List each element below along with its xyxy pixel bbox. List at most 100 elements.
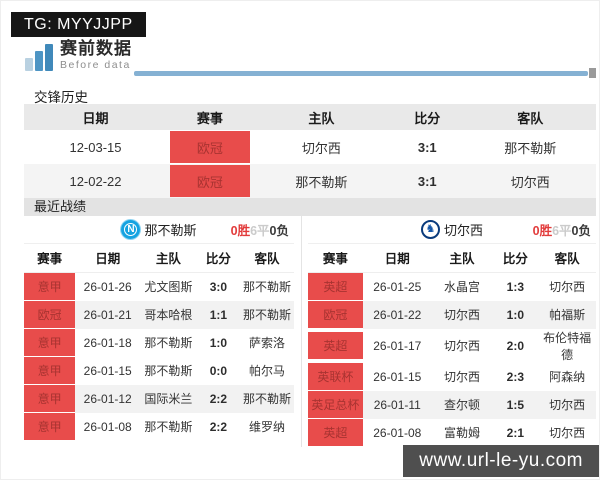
match-score: 2:2 bbox=[209, 419, 228, 434]
match-date: 26-01-15 bbox=[83, 363, 132, 378]
competition-badge: 欧冠 bbox=[169, 165, 250, 197]
competition-badge: 意甲 bbox=[24, 328, 76, 357]
competition-badge: 意甲 bbox=[24, 272, 76, 301]
competition-cell: 欧冠 bbox=[167, 130, 253, 164]
competition-badge: 英足总杯 bbox=[308, 390, 363, 419]
h2h-table: 日期 赛事 主队 比分 客队 12-03-15 欧冠 切尔西 3:1 那不勒斯 … bbox=[24, 104, 596, 198]
competition-cell: 意甲 bbox=[24, 356, 76, 385]
match-score: 1:0 bbox=[209, 335, 228, 350]
team-name: 切尔西 bbox=[443, 223, 483, 238]
competition-cell: 欧冠 bbox=[167, 164, 253, 198]
away-team: 帕尔马 bbox=[248, 364, 285, 378]
match-score: 1:5 bbox=[506, 397, 524, 412]
away-team: 那不勒斯 bbox=[242, 280, 291, 294]
competition-cell: 意甲 bbox=[24, 272, 76, 301]
home-team: 那不勒斯 bbox=[295, 174, 348, 190]
result-row: 欧冠 26-01-21 哥本哈根 1:1 那不勒斯 bbox=[24, 300, 294, 329]
recent-results-area: N 那不勒斯 0胜6平0负 赛事 日期 主队 比分 客队 bbox=[24, 216, 596, 447]
competition-cell: 英超 bbox=[308, 418, 363, 447]
match-date: 26-01-21 bbox=[83, 307, 132, 322]
rule-end-cap bbox=[589, 68, 596, 78]
competition-badge: 意甲 bbox=[24, 412, 76, 441]
competition-badge: 英超 bbox=[308, 331, 363, 360]
match-date: 26-01-15 bbox=[373, 369, 422, 384]
match-date: 26-01-11 bbox=[373, 397, 421, 412]
chelsea-panel: ♞ 切尔西 0胜6平0负 赛事 日期 主队 比分 客队 bbox=[308, 216, 596, 447]
competition-cell: 意甲 bbox=[24, 328, 76, 357]
chelsea-team-header: ♞ 切尔西 0胜6平0负 bbox=[308, 216, 596, 244]
result-row: 欧冠 26-01-22 切尔西 1:0 帕福斯 bbox=[308, 300, 596, 329]
panel-divider bbox=[294, 216, 308, 447]
col-header-score: 比分 bbox=[414, 110, 441, 126]
competition-badge: 欧冠 bbox=[308, 300, 363, 329]
competition-badge: 欧冠 bbox=[24, 300, 76, 329]
competition-cell: 意甲 bbox=[24, 412, 76, 441]
h2h-section-title: 交锋历史 bbox=[34, 90, 88, 105]
col-header-home: 主队 bbox=[431, 244, 493, 273]
competition-cell: 欧冠 bbox=[24, 300, 76, 329]
col-header-away: 客队 bbox=[538, 244, 596, 273]
match-date: 26-01-26 bbox=[83, 279, 132, 294]
match-score: 2:3 bbox=[506, 369, 524, 384]
away-team: 萨索洛 bbox=[248, 336, 285, 350]
team-name: 那不勒斯 bbox=[144, 223, 197, 238]
match-score: 2:2 bbox=[209, 391, 228, 406]
col-header-score: 比分 bbox=[492, 244, 539, 273]
results-header-row: 赛事 日期 主队 比分 客队 bbox=[308, 244, 596, 273]
record-losses: 0负 bbox=[269, 224, 289, 238]
match-date: 26-01-08 bbox=[83, 419, 132, 434]
col-header-away: 客队 bbox=[517, 110, 544, 126]
match-score: 2:1 bbox=[506, 425, 524, 440]
match-score: 1:0 bbox=[506, 307, 524, 322]
h2h-header-row: 日期 赛事 主队 比分 客队 bbox=[24, 104, 596, 130]
result-row: 意甲 26-01-18 那不勒斯 1:0 萨索洛 bbox=[24, 328, 294, 357]
record-losses: 0负 bbox=[571, 224, 591, 238]
competition-badge: 英联杯 bbox=[308, 362, 363, 391]
match-date: 26-01-25 bbox=[373, 279, 422, 294]
col-header-score: 比分 bbox=[196, 244, 240, 273]
record-wins: 0胜 bbox=[230, 224, 251, 238]
record-wins: 0胜 bbox=[532, 224, 553, 238]
competition-cell: 英联杯 bbox=[308, 362, 363, 391]
logo-title: 赛前数据 bbox=[60, 39, 132, 58]
napoli-team-header: N 那不勒斯 0胜6平0负 bbox=[24, 216, 294, 244]
col-header-away: 客队 bbox=[239, 244, 294, 273]
competition-badge: 意甲 bbox=[24, 384, 76, 413]
competition-cell: 英超 bbox=[308, 272, 363, 301]
col-header-home: 主队 bbox=[308, 110, 335, 126]
competition-badge: 英超 bbox=[308, 272, 363, 301]
match-score: 3:1 bbox=[417, 139, 437, 155]
home-team: 切尔西 bbox=[444, 308, 481, 322]
chelsea-results-table: 赛事 日期 主队 比分 客队 英超 26-01-25 水晶宫 1:3 切尔西 bbox=[308, 244, 596, 447]
home-team: 尤文图斯 bbox=[144, 280, 193, 294]
results-header-row: 赛事 日期 主队 比分 客队 bbox=[24, 244, 294, 273]
result-row: 英超 26-01-25 水晶宫 1:3 切尔西 bbox=[308, 272, 596, 301]
away-team: 切尔西 bbox=[549, 426, 586, 440]
competition-badge: 英超 bbox=[308, 418, 363, 447]
result-row: 意甲 26-01-26 尤文图斯 3:0 那不勒斯 bbox=[24, 272, 294, 301]
col-header-competition: 赛事 bbox=[196, 110, 223, 126]
match-score: 0:0 bbox=[209, 363, 228, 378]
match-score: 1:1 bbox=[209, 307, 228, 322]
napoli-crest-icon: N bbox=[121, 220, 141, 239]
team-record: 0胜6平0负 bbox=[533, 220, 591, 239]
match-date: 26-01-12 bbox=[83, 391, 132, 406]
napoli-results-table: 赛事 日期 主队 比分 客队 意甲 26-01-26 尤文图斯 3:0 那不勒斯 bbox=[24, 244, 294, 441]
h2h-row: 12-02-22 欧冠 那不勒斯 3:1 切尔西 bbox=[24, 164, 596, 198]
away-team: 那不勒斯 bbox=[242, 392, 291, 406]
competition-cell: 欧冠 bbox=[308, 300, 363, 329]
match-date: 26-01-17 bbox=[373, 338, 422, 353]
competition-badge: 意甲 bbox=[24, 356, 76, 385]
tg-handle-badge[interactable]: TG: MYYJJPP bbox=[11, 12, 146, 37]
home-team: 那不勒斯 bbox=[144, 336, 193, 350]
away-team: 切尔西 bbox=[549, 398, 586, 412]
col-header-home: 主队 bbox=[140, 244, 197, 273]
match-score: 3:0 bbox=[209, 279, 228, 294]
site-url-bar[interactable]: www.url-le-yu.com bbox=[403, 445, 599, 477]
home-team: 那不勒斯 bbox=[144, 420, 193, 434]
match-date: 26-01-08 bbox=[373, 425, 422, 440]
chelsea-crest-icon: ♞ bbox=[420, 220, 440, 239]
result-row: 英超 26-01-17 切尔西 2:0 布伦特福德 bbox=[308, 329, 596, 363]
home-team: 切尔西 bbox=[444, 370, 481, 384]
result-row: 意甲 26-01-15 那不勒斯 0:0 帕尔马 bbox=[24, 356, 294, 385]
